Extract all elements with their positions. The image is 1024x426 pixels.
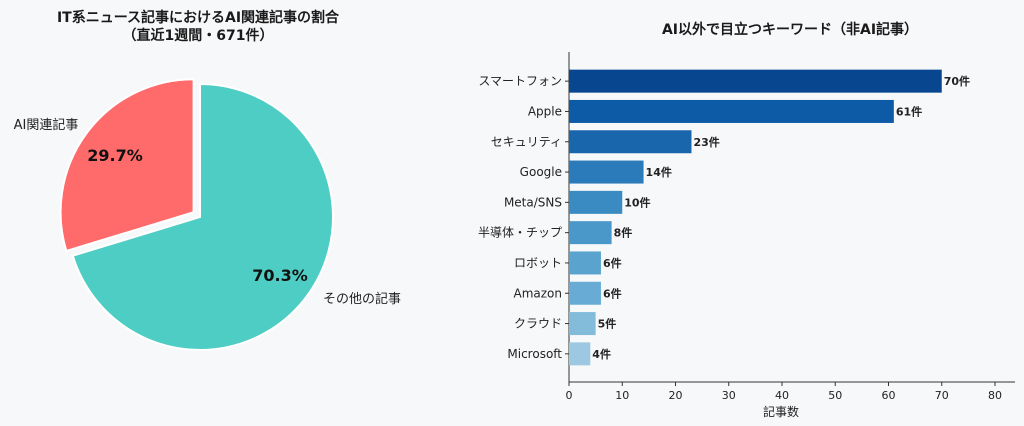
bar-title: AI以外で目立つキーワード（非AI記事） — [662, 21, 918, 38]
x-tick-label: 10 — [615, 389, 629, 402]
pie-slice-label-ai: AI関連記事 — [14, 117, 79, 133]
bar-value-label: 70件 — [944, 74, 970, 88]
x-tick-label: 50 — [828, 389, 842, 402]
x-tick-label: 20 — [669, 389, 683, 402]
pie-chart: IT系ニュース記事におけるAI関連記事の割合 （直近1週間・671件） AI関連… — [14, 9, 401, 351]
bar-value-label: 61件 — [896, 104, 922, 118]
pie-slice-ai — [59, 78, 195, 253]
bar — [569, 221, 612, 245]
category-label: Amazon — [514, 286, 563, 300]
pie-slice-label-other: その他の記事 — [323, 291, 401, 307]
bar — [569, 251, 601, 275]
bar-chart: AI以外で目立つキーワード（非AI記事） スマートフォン 70件 Apple 61件セ… — [478, 21, 1015, 419]
bar — [569, 312, 596, 336]
pie-percent-other: 70.3% — [252, 266, 308, 285]
category-label: ロボット — [514, 256, 562, 270]
x-tick-label: 30 — [722, 389, 736, 402]
category-label: クラウド — [514, 317, 562, 331]
bar-value-label: 8件 — [614, 226, 633, 240]
x-tick-label: 0 — [566, 389, 573, 402]
bar-value-label: 4件 — [592, 347, 611, 361]
category-label: 半導体・チップ — [478, 226, 562, 240]
bar-value-label: 14件 — [646, 165, 672, 179]
x-tick-label: 60 — [882, 389, 896, 402]
pie-slice-other — [71, 82, 334, 351]
bar-value-label: 6件 — [603, 256, 622, 270]
x-tick-label: 40 — [775, 389, 789, 402]
bar — [569, 342, 591, 366]
x-tick-label: 80 — [988, 389, 1002, 402]
bar — [569, 281, 601, 305]
x-axis-label: 記事数 — [763, 404, 799, 419]
category-label: Meta/SNS — [504, 195, 562, 209]
category-label: Apple — [528, 104, 562, 118]
category-label: セキュリティ — [491, 135, 562, 149]
bar-value-label: 6件 — [603, 286, 622, 300]
bar — [569, 130, 692, 154]
bar-value-label: 5件 — [598, 317, 617, 331]
bar — [569, 69, 942, 93]
pie-title-line2: （直近1週間・671件） — [123, 27, 274, 44]
pie-percent-ai: 29.7% — [87, 146, 143, 165]
bar — [569, 99, 894, 123]
bar-value-label: 10件 — [624, 195, 650, 209]
bar — [569, 160, 644, 184]
bar-value-label: 23件 — [693, 135, 719, 149]
bar — [569, 190, 623, 214]
x-tick-label: 70 — [935, 389, 949, 402]
pie-title-line1: IT系ニュース記事におけるAI関連記事の割合 — [57, 9, 340, 26]
category-label: Google — [520, 165, 562, 179]
category-label: スマートフォン — [478, 74, 562, 88]
category-label: Microsoft — [507, 347, 562, 361]
